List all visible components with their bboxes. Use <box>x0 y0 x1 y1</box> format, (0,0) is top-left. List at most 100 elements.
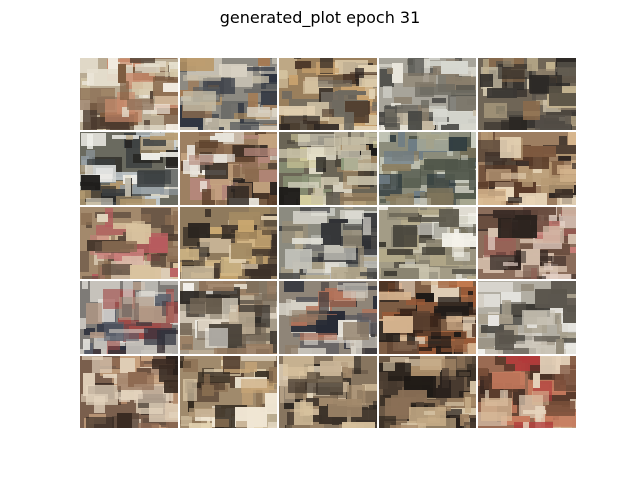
generated-sample-image <box>80 206 178 280</box>
pixel-block <box>495 355 507 365</box>
pixel-block <box>205 233 240 238</box>
pixel-block <box>318 75 347 84</box>
pixel-block <box>179 355 184 361</box>
pixel-block <box>352 126 377 131</box>
pixel-block <box>498 64 533 79</box>
pixel-block <box>378 292 411 301</box>
pixel-block <box>258 170 278 183</box>
pixel-block <box>523 421 530 428</box>
pixel-block <box>418 209 444 215</box>
pixel-block <box>218 272 238 280</box>
pixel-block <box>480 74 494 87</box>
pixel-block <box>109 329 148 334</box>
pixel-block <box>324 138 342 156</box>
pixel-block <box>543 145 576 155</box>
pixel-block <box>489 382 501 400</box>
pixel-block <box>478 189 507 205</box>
pixel-block <box>84 328 95 336</box>
pixel-block <box>198 281 234 292</box>
pixel-block <box>444 160 475 181</box>
pixel-block <box>466 363 477 387</box>
pixel-block <box>342 137 367 152</box>
pixel-block <box>223 368 250 373</box>
pixel-block <box>365 79 377 96</box>
pixel-block <box>141 355 153 361</box>
generated-sample-image <box>80 281 178 354</box>
pixel-block <box>214 418 229 427</box>
pixel-block <box>478 182 489 195</box>
pixel-block <box>354 337 363 354</box>
generated-sample-image <box>478 355 576 428</box>
pixel-block <box>407 111 422 131</box>
pixel-block <box>378 64 399 69</box>
pixel-block <box>402 73 436 87</box>
pixel-block <box>255 253 263 265</box>
pixel-block <box>472 291 477 308</box>
pixel-block <box>205 118 212 122</box>
pixel-block <box>108 350 139 354</box>
pixel-block <box>83 110 97 131</box>
pixel-block <box>369 89 376 99</box>
pixel-block <box>437 281 457 289</box>
pixel-block <box>271 108 278 117</box>
pixel-block <box>300 206 331 213</box>
pixel-block <box>478 215 504 229</box>
pixel-block <box>149 72 178 76</box>
pixel-block <box>213 154 227 164</box>
pixel-block <box>386 248 413 255</box>
pixel-block <box>165 214 178 225</box>
pixel-block <box>120 81 129 100</box>
pixel-block <box>160 152 178 158</box>
pixel-block <box>432 109 447 125</box>
pixel-block <box>359 75 377 87</box>
pixel-block <box>253 120 278 124</box>
pixel-block <box>319 292 330 315</box>
pixel-block <box>453 332 461 338</box>
pixel-block <box>458 371 470 376</box>
pixel-block <box>230 242 252 259</box>
pixel-block <box>321 222 342 245</box>
pixel-block <box>383 151 414 165</box>
pixel-block <box>387 135 396 143</box>
pixel-block <box>198 132 215 137</box>
pixel-block <box>536 275 547 280</box>
pixel-block <box>522 175 534 188</box>
pixel-block <box>197 371 230 383</box>
pixel-block <box>485 347 504 354</box>
generated-sample-image <box>279 132 377 205</box>
pixel-block <box>86 198 113 205</box>
pixel-block <box>266 281 276 300</box>
pixel-block <box>556 339 565 354</box>
pixel-block <box>331 266 368 280</box>
pixel-block <box>241 344 277 354</box>
pixel-block <box>501 120 528 131</box>
pixel-block <box>534 336 568 343</box>
pixel-block <box>166 302 178 324</box>
pixel-block <box>405 299 425 306</box>
pixel-block <box>484 122 510 131</box>
pixel-block <box>201 384 214 396</box>
pixel-block <box>373 400 377 409</box>
pixel-block <box>82 281 88 290</box>
pixel-block <box>419 84 455 95</box>
pixel-block <box>329 218 349 223</box>
pixel-block <box>472 309 477 314</box>
pixel-block <box>155 267 178 280</box>
pixel-block <box>86 416 114 428</box>
pixel-block <box>318 80 353 87</box>
pixel-block <box>281 116 321 131</box>
pixel-block <box>163 83 178 92</box>
pixel-block <box>193 256 205 273</box>
pixel-block <box>362 383 377 391</box>
pixel-block <box>397 389 427 402</box>
pixel-block <box>503 261 519 266</box>
pixel-block <box>229 122 259 131</box>
pixel-block <box>283 355 315 376</box>
pixel-block <box>181 258 203 269</box>
pixel-block <box>95 211 131 218</box>
generated-sample-image <box>279 281 377 354</box>
pixel-block <box>448 281 473 288</box>
pixel-block <box>452 206 477 216</box>
pixel-block <box>504 386 519 392</box>
pixel-block <box>240 378 269 393</box>
